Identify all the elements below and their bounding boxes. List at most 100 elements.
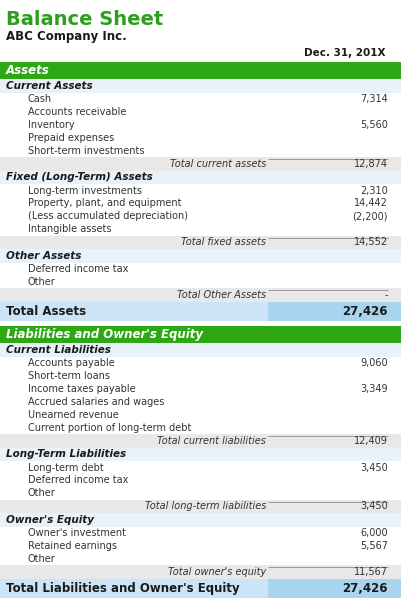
Bar bbox=[0, 370, 401, 383]
Text: Inventory: Inventory bbox=[28, 120, 75, 130]
Text: Balance Sheet: Balance Sheet bbox=[6, 10, 163, 29]
Bar bbox=[0, 321, 401, 326]
Text: Current Assets: Current Assets bbox=[6, 81, 93, 91]
Bar bbox=[0, 421, 401, 434]
Text: 3,450: 3,450 bbox=[360, 502, 388, 511]
Text: 5,567: 5,567 bbox=[360, 541, 388, 551]
Text: Assets: Assets bbox=[6, 64, 50, 77]
Bar bbox=[0, 79, 401, 93]
Bar bbox=[0, 513, 401, 527]
Text: Cash: Cash bbox=[28, 94, 52, 104]
Text: 9,060: 9,060 bbox=[360, 358, 388, 368]
Text: Dec. 31, 201X: Dec. 31, 201X bbox=[304, 48, 386, 58]
Text: Total owner's equity: Total owner's equity bbox=[168, 567, 266, 577]
Bar bbox=[0, 461, 401, 474]
Text: Total Assets: Total Assets bbox=[6, 305, 86, 318]
Text: Accounts payable: Accounts payable bbox=[28, 358, 115, 368]
Bar bbox=[0, 565, 401, 579]
Bar bbox=[0, 170, 401, 184]
Bar bbox=[0, 249, 401, 263]
Text: Other: Other bbox=[28, 554, 56, 564]
Bar bbox=[0, 119, 401, 131]
Bar bbox=[0, 263, 401, 275]
Text: Current portion of long-term debt: Current portion of long-term debt bbox=[28, 422, 191, 433]
Text: Prepaid expenses: Prepaid expenses bbox=[28, 133, 114, 143]
Text: 14,552: 14,552 bbox=[354, 237, 388, 247]
Text: Long-Term Liabilities: Long-Term Liabilities bbox=[6, 449, 126, 460]
Text: 5,560: 5,560 bbox=[360, 120, 388, 130]
Text: Total fixed assets: Total fixed assets bbox=[181, 237, 266, 247]
Text: Unearned revenue: Unearned revenue bbox=[28, 410, 119, 420]
Text: 11,567: 11,567 bbox=[354, 567, 388, 577]
Text: Total Liabilities and Owner's Equity: Total Liabilities and Owner's Equity bbox=[6, 582, 240, 595]
Text: Intangible assets: Intangible assets bbox=[28, 224, 111, 234]
Text: Total long-term liabilities: Total long-term liabilities bbox=[145, 502, 266, 511]
Text: Owner's investment: Owner's investment bbox=[28, 528, 126, 538]
Bar bbox=[0, 93, 401, 106]
Text: 27,426: 27,426 bbox=[342, 582, 388, 595]
Bar bbox=[268, 579, 401, 598]
Text: (2,200): (2,200) bbox=[352, 211, 388, 221]
Bar bbox=[0, 106, 401, 119]
Text: Property, plant, and equipment: Property, plant, and equipment bbox=[28, 199, 182, 208]
Bar bbox=[0, 288, 401, 302]
Text: Short-term loans: Short-term loans bbox=[28, 371, 110, 381]
Text: 12,874: 12,874 bbox=[354, 159, 388, 169]
Text: Long-term debt: Long-term debt bbox=[28, 463, 104, 473]
Bar bbox=[0, 326, 401, 343]
Bar bbox=[0, 197, 401, 210]
Text: Fixed (Long-Term) Assets: Fixed (Long-Term) Assets bbox=[6, 172, 153, 182]
Bar bbox=[0, 157, 401, 170]
Bar bbox=[0, 275, 401, 288]
Bar bbox=[0, 236, 401, 249]
Text: Retained earnings: Retained earnings bbox=[28, 541, 117, 551]
Bar bbox=[0, 210, 401, 223]
Text: Accounts receivable: Accounts receivable bbox=[28, 107, 126, 117]
Text: Short-term investments: Short-term investments bbox=[28, 146, 144, 155]
Text: Other: Other bbox=[28, 277, 56, 287]
Text: Owner's Equity: Owner's Equity bbox=[6, 515, 94, 525]
Bar bbox=[0, 500, 401, 513]
Text: Other Assets: Other Assets bbox=[6, 251, 81, 261]
Text: ABC Company Inc.: ABC Company Inc. bbox=[6, 30, 127, 43]
Text: Deferred income tax: Deferred income tax bbox=[28, 264, 128, 274]
Text: 3,450: 3,450 bbox=[360, 463, 388, 473]
Text: Accrued salaries and wages: Accrued salaries and wages bbox=[28, 397, 164, 407]
Bar bbox=[0, 144, 401, 157]
Bar bbox=[0, 579, 401, 598]
Bar bbox=[0, 184, 401, 197]
Text: Current Liabilities: Current Liabilities bbox=[6, 345, 111, 355]
Bar bbox=[0, 487, 401, 500]
Text: Long-term investments: Long-term investments bbox=[28, 185, 142, 196]
Text: 2,310: 2,310 bbox=[360, 185, 388, 196]
Bar bbox=[0, 434, 401, 448]
Bar bbox=[0, 383, 401, 395]
Bar bbox=[0, 343, 401, 357]
Bar bbox=[0, 395, 401, 409]
Bar bbox=[268, 302, 401, 321]
Text: Deferred income tax: Deferred income tax bbox=[28, 475, 128, 485]
Text: 27,426: 27,426 bbox=[342, 305, 388, 318]
Bar bbox=[0, 302, 401, 321]
Text: -: - bbox=[385, 290, 388, 300]
Text: (Less accumulated depreciation): (Less accumulated depreciation) bbox=[28, 211, 188, 221]
Text: Total current liabilities: Total current liabilities bbox=[157, 436, 266, 446]
Bar bbox=[0, 223, 401, 236]
Text: Other: Other bbox=[28, 488, 56, 498]
Bar bbox=[0, 527, 401, 539]
Text: 3,349: 3,349 bbox=[360, 384, 388, 394]
Text: 6,000: 6,000 bbox=[360, 528, 388, 538]
Text: Liabilities and Owner's Equity: Liabilities and Owner's Equity bbox=[6, 328, 203, 341]
Text: Total Other Assets: Total Other Assets bbox=[177, 290, 266, 300]
Bar bbox=[0, 131, 401, 144]
Text: 7,314: 7,314 bbox=[360, 94, 388, 104]
Bar bbox=[0, 553, 401, 565]
Bar bbox=[0, 474, 401, 487]
Bar bbox=[0, 62, 401, 79]
Text: 12,409: 12,409 bbox=[354, 436, 388, 446]
Bar bbox=[0, 409, 401, 421]
Bar bbox=[0, 448, 401, 461]
Text: Income taxes payable: Income taxes payable bbox=[28, 384, 136, 394]
Bar bbox=[0, 357, 401, 370]
Text: Total current assets: Total current assets bbox=[170, 159, 266, 169]
